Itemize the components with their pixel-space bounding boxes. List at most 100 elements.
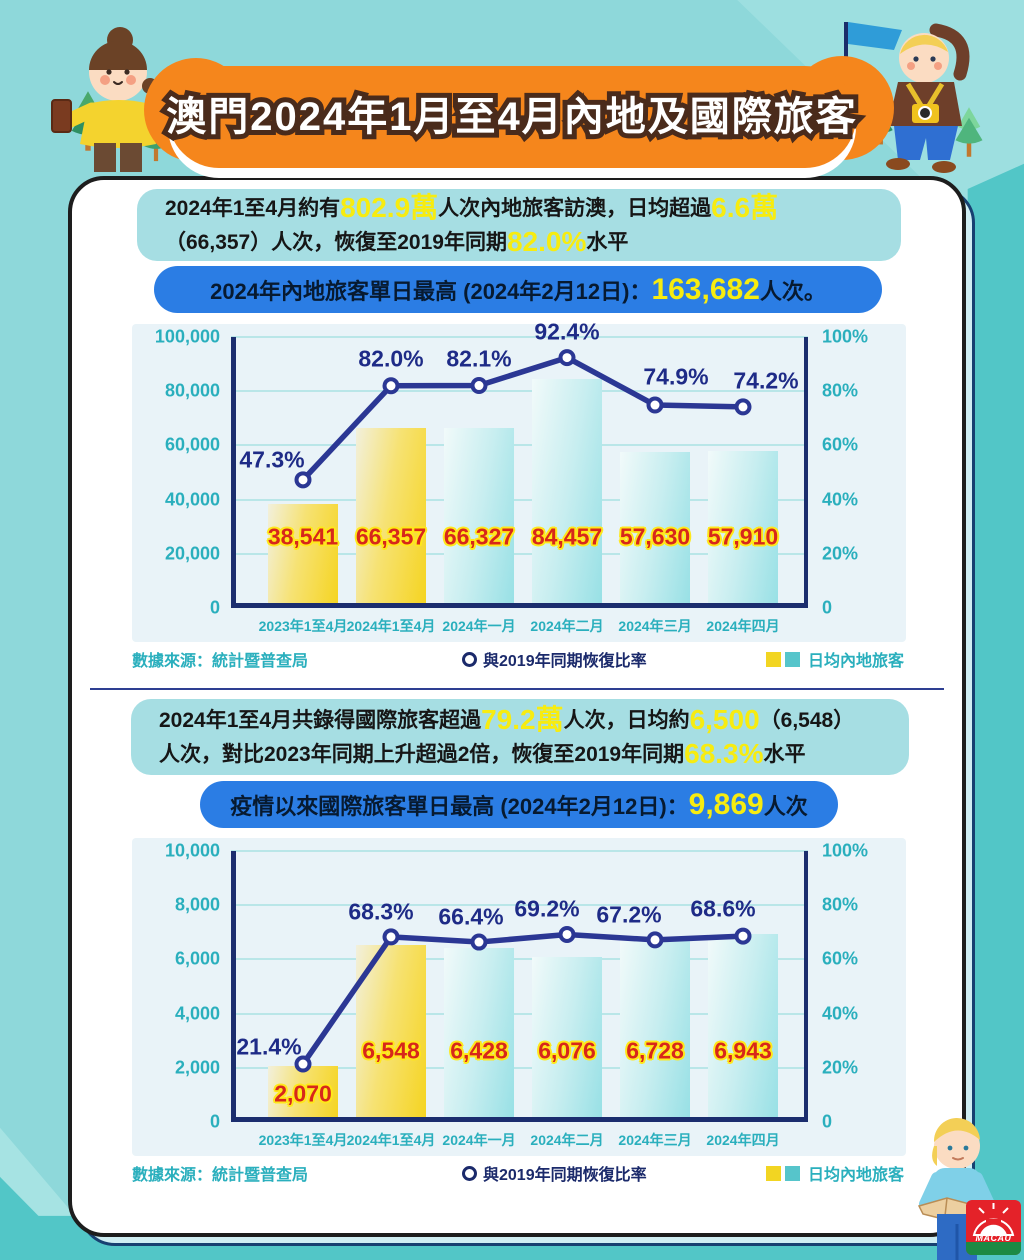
highlight-value: 79.2萬 [481,704,564,735]
bottom-axis-spine [231,1117,808,1122]
x-axis-label: 2024年一月 [442,618,516,634]
y-axis-tick-left: 100,000 [154,326,220,347]
line-value-label: 68.3% [348,898,414,925]
plot-area: 38,541 2023年1至4月 66,357 2024年1至4月 66,327 2024… [231,318,808,634]
gridline [231,390,808,393]
y-axis-tick-right: 60% [822,948,859,969]
line-value-label: 74.2% [733,367,799,394]
highlight-value: 6.6萬 [711,192,779,223]
section-divider [90,688,944,690]
line-value-label: 67.2% [596,901,662,928]
line-point [382,377,400,395]
text-run: （6,548） [759,709,855,732]
highlight-value: 9,869 [688,787,764,821]
bar-legend-label: 日均內地旅客 [807,1167,904,1184]
text-run: （66,357）人次，恢復至2019年同期 [165,231,507,254]
y-axis-tick-right: 100% [822,326,869,347]
bar-legend-label: 日均內地旅客 [807,653,904,670]
y-axis-tick-right: 0 [822,1111,833,1132]
cyan-swatch-icon [784,1165,800,1181]
text-run: 疫情以來國際旅客單日最高 (2024年2月12日)： [230,793,689,819]
x-axis-label: 2023年1至4月 [258,1132,348,1148]
gridline [231,552,808,555]
right-axis-spine [804,851,808,1122]
y-axis-tick-left: 2,000 [174,1057,220,1078]
line-value-label: 69.2% [514,895,580,922]
line-value-label: 92.4% [534,318,600,345]
line-point [646,396,664,414]
page-title-outline: 澳門2024年1月至4月內地及國際旅客 [161,92,860,142]
macau-logo-arch-icon [972,1203,1015,1236]
x-axis-label: 2024年四月 [706,1132,780,1148]
y-axis-tick-left: 0 [209,1111,220,1132]
right-axis-spine [804,337,808,608]
text-run: 人次。 [759,278,826,304]
bar-value-label: 6,548 [362,1037,420,1064]
gridline [231,1012,808,1015]
mainland-summary-line-1: 2024年1至4月約有802.9萬人次內地旅客訪澳，日均超過6.6萬 [165,191,901,225]
y-axis-tick-right: 80% [822,380,859,401]
line-point [734,398,752,416]
page-title-text: 澳門2024年1月至4月內地及國際旅客 [166,95,858,139]
y-axis-tick-right: 40% [822,1003,859,1024]
bar [708,933,778,1122]
line-value-label: 74.9% [643,363,709,390]
x-axis-label: 2024年一月 [442,1132,516,1148]
text-run: 人次 [763,793,808,819]
plot-area: 2,070 2023年1至4月 6,548 2024年1至4月 6,428 2024年一月… [231,850,808,1148]
mainland-summary-line-2: （66,357）人次，恢復至2019年同期82.0%水平 [165,225,901,259]
line-point [470,377,488,395]
cyan-swatch-icon [784,651,800,667]
x-axis-label: 2024年二月 [530,618,604,634]
international-summary-line-2: 人次，對比2023年同期上升超過2倍，恢復至2019年同期68.3%水平 [159,737,909,771]
text-run: 人次內地旅客訪澳，日均超過 [438,197,712,220]
line-marker-icon [462,651,477,667]
bar-value-label: 57,630 [619,523,691,550]
data-source-label: 數據來源：統計暨普查局 [132,1167,309,1184]
boy-tourist-camera-illustration [844,22,970,173]
mainland-peak-pill: 2024年內地旅客單日最高 (2024年2月12日)： 163,682 人次。 [154,266,882,313]
data-source-label: 數據來源：統計暨普查局 [132,653,309,670]
line-point [294,1055,312,1073]
bar [620,939,690,1122]
macau-logo-text: MACAU [975,1233,1012,1243]
bar-value-label: 2,070 [274,1080,332,1107]
mainland-chart-footer: 數據來源：統計暨普查局 與2019年同期恢復比率 日均內地旅客 [132,646,906,672]
text-run: 2024年1至4月共錄得國際旅客超過 [159,709,482,732]
y-axis-tick-right: 60% [822,434,859,455]
x-axis-label: 2024年1至4月 [346,618,436,634]
bar [356,428,426,608]
yellow-swatch-icon [765,1165,781,1181]
page-title: 澳門2024年1月至4月內地及國際旅客 澳門2024年1月至4月內地及國際旅客 [161,92,860,142]
bottom-axis-spine [231,603,808,608]
y-axis-tick-right: 100% [822,840,869,861]
international-summary-line-1: 2024年1至4月共錄得國際旅客超過79.2萬人次，日均約6,500（6,548… [159,703,909,737]
gridline [231,336,808,338]
tree-icon [955,107,983,157]
gridline [231,958,808,961]
bar-value-label: 6,728 [626,1037,684,1064]
line-legend: 與2019年同期恢復比率 [462,647,647,671]
text-run: 人次，日均約 [563,709,690,732]
macau-logo-green-band [966,1242,1021,1255]
line-point [558,925,576,943]
x-axis-label: 2024年二月 [530,1132,604,1148]
highlight-value: 163,682 [651,272,760,306]
line-value-label: 82.1% [446,345,512,371]
left-axis-spine [231,851,236,1122]
line-legend-label: 與2019年同期恢復比率 [483,1167,647,1184]
bar [532,957,602,1122]
bar [268,1065,338,1122]
highlight-value: 68.3% [684,738,764,769]
y-axis-tick-right: 40% [822,489,859,510]
yellow-swatch-icon [765,651,781,667]
bar-value-label: 57,910 [707,523,779,550]
x-axis-label: 2024年四月 [706,618,780,634]
bar-value-label: 38,541 [267,523,339,550]
line-value-label: 21.4% [236,1033,302,1060]
y-axis-tick-left: 20,000 [164,543,220,564]
bar [444,947,514,1122]
gridline [231,904,808,907]
bar-value-label: 6,076 [538,1037,596,1064]
